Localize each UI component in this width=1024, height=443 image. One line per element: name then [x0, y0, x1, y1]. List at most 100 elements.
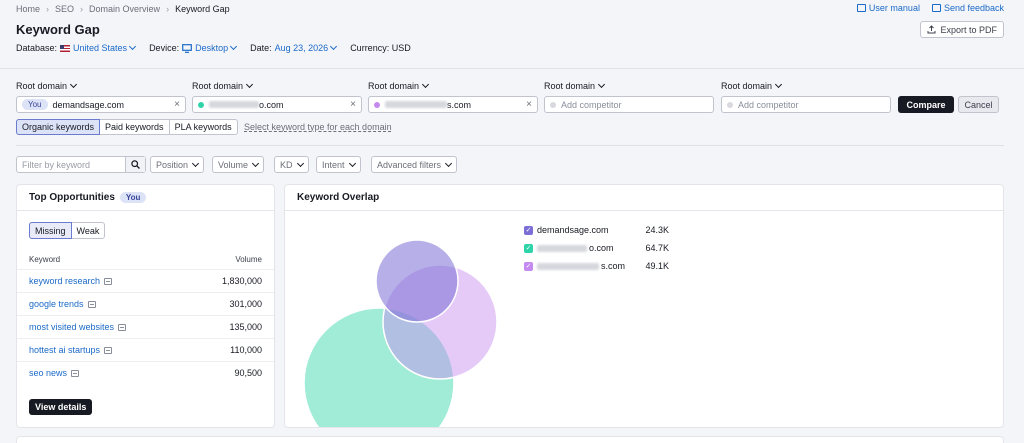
root-domain-selector[interactable]: Root domain: [721, 80, 891, 91]
feedback-icon: [931, 4, 941, 12]
chevron-down-icon: [230, 42, 238, 51]
domain-input-5[interactable]: Add competitor: [721, 96, 891, 113]
chevron-down-icon: [774, 80, 783, 89]
redacted-text: [537, 244, 587, 252]
chevron-down-icon: [69, 80, 78, 89]
legend-domain-text: s.com: [601, 261, 626, 271]
database-value: United States: [73, 43, 128, 53]
volume-filter[interactable]: Volume: [212, 156, 265, 173]
domain-column-1: Root domain You demandsage.com ×: [16, 80, 186, 113]
cancel-button[interactable]: Cancel: [958, 96, 999, 113]
breadcrumb-home[interactable]: Home: [16, 4, 41, 14]
legend-row[interactable]: ✓ demandsage.com 24.3K: [524, 221, 669, 239]
venn-circle-competitor-1[interactable]: [303, 307, 455, 427]
currency-label: Currency: USD: [350, 43, 411, 53]
serp-features-icon: [104, 346, 113, 354]
domain-input-4[interactable]: Add competitor: [544, 96, 714, 113]
root-domain-selector[interactable]: Root domain: [368, 80, 538, 91]
root-domain-selector[interactable]: Root domain: [192, 80, 362, 91]
root-domain-label: Root domain: [721, 81, 773, 91]
card-title: Top Opportunities: [29, 192, 115, 203]
legend-row[interactable]: ✓ s.com 49.1K: [524, 257, 669, 275]
volume-value: 1,830,000: [221, 276, 262, 286]
root-domain-label: Root domain: [192, 81, 244, 91]
table-row: most visited websites 135,000: [17, 315, 274, 338]
card-title: Keyword Overlap: [297, 192, 380, 203]
root-domain-selector[interactable]: Root domain: [16, 80, 186, 91]
clear-icon[interactable]: ×: [526, 99, 532, 110]
keyword-link[interactable]: hottest ai startups: [29, 345, 113, 355]
database-selector[interactable]: Database: United States: [16, 42, 137, 53]
domain-input-3[interactable]: s.com ×: [368, 96, 538, 113]
keyword-link[interactable]: google trends: [29, 299, 96, 309]
redacted-text: [385, 101, 447, 108]
root-domain-selector[interactable]: Root domain: [544, 80, 714, 91]
divider: [285, 210, 1003, 211]
filter-by-keyword-input[interactable]: Filter by keyword: [16, 156, 146, 173]
breadcrumb-domain-overview[interactable]: Domain Overview: [89, 4, 161, 14]
chevron-down-icon: [445, 159, 453, 167]
chevron-down-icon: [245, 80, 254, 89]
device-selector[interactable]: Device: Desktop: [149, 42, 238, 53]
legend-row[interactable]: ✓ o.com 64.7K: [524, 239, 669, 257]
breadcrumb-separator: ›: [166, 4, 170, 14]
keyword-link[interactable]: keyword research: [29, 276, 113, 286]
export-pdf-button[interactable]: Export to PDF: [920, 21, 1004, 38]
legend-domain: s.com: [537, 261, 639, 271]
keyword-link[interactable]: most visited websites: [29, 322, 127, 332]
kd-filter[interactable]: KD: [274, 156, 309, 173]
card-header: Top Opportunities You: [29, 192, 147, 203]
tab-pla-keywords[interactable]: PLA keywords: [174, 122, 232, 132]
domain-column-3: Root domain s.com ×: [368, 80, 538, 113]
domain-input-1[interactable]: You demandsage.com ×: [16, 96, 186, 113]
checkbox-icon[interactable]: ✓: [524, 243, 533, 253]
serp-features-icon: [87, 300, 96, 308]
tab-paid-keywords[interactable]: Paid keywords: [100, 120, 170, 134]
domain-input-2[interactable]: o.com ×: [192, 96, 362, 113]
checkbox-icon[interactable]: ✓: [524, 261, 533, 271]
view-details-button[interactable]: View details: [29, 399, 93, 415]
filter-label: Position: [156, 159, 189, 170]
filter-label: Intent: [322, 159, 345, 170]
tab-organic-keywords[interactable]: Organic keywords: [16, 119, 101, 135]
table-row: keyword research 1,830,000: [17, 269, 274, 292]
breadcrumb-separator: ›: [46, 4, 50, 14]
keyword-link[interactable]: seo news: [29, 368, 80, 378]
legend-domain: demandsage.com: [537, 225, 609, 235]
volume-value: 135,000: [229, 322, 262, 332]
column-volume: Volume: [235, 255, 262, 264]
chevron-down-icon: [129, 42, 137, 51]
volume-value: 110,000: [230, 345, 262, 355]
page-title: Keyword Gap: [16, 22, 100, 37]
table-row: hottest ai startups 110,000: [17, 338, 274, 361]
divider: [0, 68, 1024, 69]
keyword-text: seo news: [29, 368, 68, 378]
position-filter[interactable]: Position: [150, 156, 205, 173]
legend-domain-text: o.com: [589, 243, 614, 253]
search-button[interactable]: [125, 157, 145, 172]
clear-icon[interactable]: ×: [174, 99, 180, 110]
clear-icon[interactable]: ×: [350, 99, 356, 110]
select-keyword-type-link[interactable]: Select keyword type for each domain: [244, 122, 392, 132]
database-label: Database:: [16, 43, 58, 53]
filter-label: KD: [280, 159, 293, 170]
overlap-legend: ✓ demandsage.com 24.3K ✓ o.com 64.7K ✓ s…: [524, 221, 669, 275]
serp-features-icon: [118, 323, 127, 331]
venn-circle-demandsage[interactable]: [375, 239, 459, 323]
breadcrumb: Home › SEO › Domain Overview › Keyword G…: [16, 4, 230, 14]
toggle-missing[interactable]: Missing: [29, 222, 72, 239]
advanced-filters[interactable]: Advanced filters: [371, 156, 458, 173]
toggle-weak[interactable]: Weak: [76, 225, 100, 236]
add-competitor-placeholder: Add competitor: [738, 99, 799, 110]
send-feedback-link[interactable]: Send feedback: [931, 3, 1004, 13]
serp-features-icon: [104, 277, 113, 285]
checkbox-icon[interactable]: ✓: [524, 225, 533, 235]
user-manual-link[interactable]: User manual: [856, 3, 920, 13]
compare-button[interactable]: Compare: [898, 96, 954, 113]
intent-filter[interactable]: Intent: [316, 156, 361, 173]
domain-column-5: Root domain Add competitor: [721, 80, 891, 113]
breadcrumb-seo[interactable]: SEO: [55, 4, 75, 14]
date-selector[interactable]: Date: Aug 23, 2026: [250, 42, 338, 53]
column-keyword: Keyword: [29, 255, 61, 264]
legend-value: 64.7K: [645, 243, 669, 253]
